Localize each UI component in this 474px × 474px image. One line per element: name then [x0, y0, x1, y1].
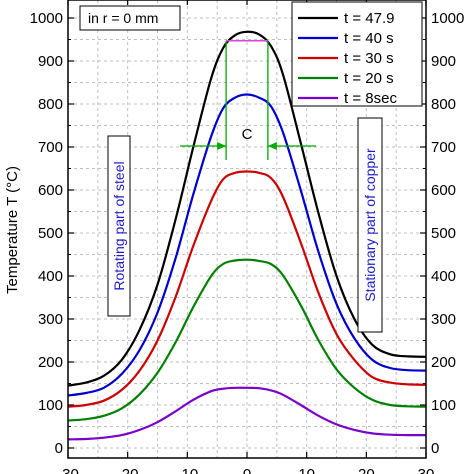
- marker-label: C: [242, 126, 253, 143]
- series-line-2: [67, 93, 427, 397]
- y-tick-label: 700: [38, 139, 63, 156]
- y-tick-label: 300: [38, 311, 63, 328]
- legend-label-3: t = 30 s: [344, 50, 394, 67]
- y-tick-label-right: 600: [431, 182, 456, 199]
- top-note: in r = 0 mm: [88, 10, 158, 26]
- y-tick-label-right: 200: [431, 354, 456, 371]
- series-line-4: [67, 258, 427, 422]
- x-tick-label: -20: [117, 466, 139, 474]
- y-tick-label: 500: [38, 225, 63, 242]
- top-note-box: in r = 0 mm: [79, 5, 181, 31]
- y-tick-label-right: 700: [431, 139, 456, 156]
- legend-label-2: t = 40 s: [344, 30, 394, 47]
- legend-label-1: t = 47.9: [344, 10, 394, 27]
- series-group: [67, 30, 427, 441]
- y-tick-label: 0: [55, 440, 63, 457]
- y-tick-label-right: 900: [431, 53, 456, 70]
- x-tick-label: 20: [358, 466, 375, 474]
- series-line-5: [67, 386, 427, 441]
- legend-box: [291, 1, 423, 107]
- x-tick-label: 0: [243, 466, 251, 474]
- annotations: C: [180, 40, 316, 160]
- y-tick-label-right: 1000: [431, 10, 464, 27]
- y-tick-label-right: 100: [431, 397, 456, 414]
- right-label-text: Stationary part of copper: [362, 148, 378, 302]
- y-tick-label: 100: [38, 397, 63, 414]
- plot-frame: [67, 0, 427, 459]
- y-tick-label: 800: [38, 96, 63, 113]
- y-tick-label-right: 0: [431, 440, 439, 457]
- series-line-3: [67, 170, 427, 408]
- y-tick-label: 600: [38, 182, 63, 199]
- y-tick-label-right: 800: [431, 96, 456, 113]
- y-tick-label: 1000: [30, 10, 63, 27]
- y-axis: 0 0 100 100 200 200 300 300 400 400 500 500 600 600 70…: [30, 10, 465, 457]
- marker-arrowhead-left: [217, 142, 227, 150]
- y-axis-title: Temperature T (°C): [4, 166, 21, 294]
- y-tick-label-right: 500: [431, 225, 456, 242]
- x-tick-label: -30: [57, 466, 79, 474]
- y-tick-label: 200: [38, 354, 63, 371]
- x-tick-label: -10: [176, 466, 198, 474]
- legend: t = 47.9 t = 40 s t = 30 s t = 20 s t = 8sec: [291, 1, 423, 107]
- marker-arrowhead-right: [267, 142, 277, 150]
- x-tick-label: 10: [298, 466, 315, 474]
- y-tick-label: 400: [38, 268, 63, 285]
- y-tick-label: 900: [38, 53, 63, 70]
- series-line-1: [67, 30, 427, 387]
- x-tick-label: 30: [418, 466, 435, 474]
- right-side-label: Stationary part of copper: [357, 117, 383, 333]
- y-tick-label-right: 400: [431, 268, 456, 285]
- y-tick-label-right: 300: [431, 311, 456, 328]
- left-label-text: Rotating part of steel: [111, 161, 127, 290]
- legend-label-4: t = 20 s: [344, 70, 394, 87]
- left-side-label: Rotating part of steel: [107, 135, 131, 317]
- legend-label-5: t = 8sec: [344, 90, 397, 107]
